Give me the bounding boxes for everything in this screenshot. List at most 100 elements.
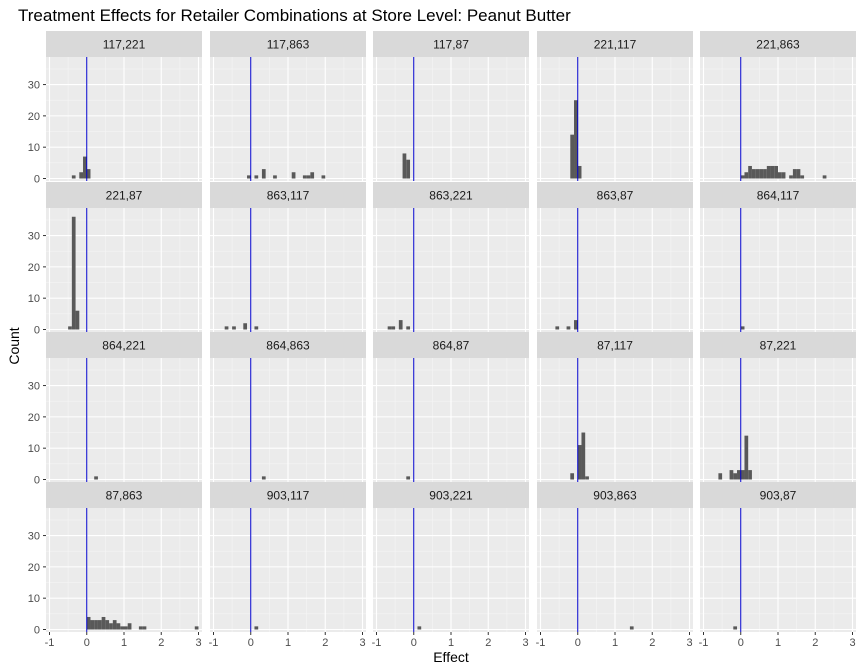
histogram-bar (406, 326, 411, 330)
facet-strip (373, 182, 529, 208)
facet-strip (210, 182, 366, 208)
facet-strip (46, 332, 202, 358)
facet-strip (210, 482, 366, 508)
histogram-bar (109, 623, 113, 630)
histogram-bar (570, 134, 575, 179)
histogram-bar (75, 310, 80, 330)
x-tick-label: 0 (411, 637, 417, 649)
histogram-bar (789, 175, 793, 179)
facet-strip (537, 332, 693, 358)
facet-panel: 864,87 (373, 332, 529, 482)
histogram-bar (71, 175, 76, 179)
facet-strip (373, 31, 529, 57)
facet-panel: 864,117 (700, 182, 856, 332)
histogram-bar (796, 169, 801, 179)
histogram-bar (792, 169, 797, 179)
histogram-bar (574, 100, 578, 179)
histogram-bar (261, 169, 266, 179)
histogram-bar (86, 616, 91, 630)
histogram-bar (718, 473, 723, 480)
histogram-bar (406, 159, 411, 179)
histogram-bar (570, 473, 575, 480)
x-tick-label: 2 (158, 637, 164, 649)
facet-strip-label: 117,221 (103, 38, 146, 52)
facet-panel: 221,117 (537, 31, 693, 181)
facet-strip (210, 332, 366, 358)
histogram-bar (120, 626, 124, 630)
y-tick-label: 0 (34, 475, 40, 487)
chart-title: Treatment Effects for Retailer Combinati… (18, 6, 571, 25)
y-tick-label: 30 (28, 381, 40, 393)
histogram-bar (101, 616, 106, 630)
facet-panel: 903,221 (373, 482, 529, 632)
histogram-bar (585, 476, 589, 480)
histogram-bar (737, 470, 741, 480)
histogram-bar (387, 326, 392, 330)
facet-strip-label: 87,221 (760, 339, 797, 353)
histogram-bar (254, 626, 259, 630)
facet-strip (46, 31, 202, 57)
histogram-bar (566, 326, 571, 330)
x-tick-label: -1 (699, 637, 709, 649)
facet-strip-label: 221,863 (756, 38, 800, 52)
histogram-bar (740, 470, 745, 480)
y-tick-label: 0 (34, 625, 40, 637)
facet-strip (700, 482, 856, 508)
histogram-bar (112, 620, 117, 630)
facet-panel: 87,117 (537, 332, 693, 482)
histogram-bar (116, 623, 121, 630)
histogram-bar (391, 326, 396, 330)
histogram-bar (254, 326, 259, 330)
x-tick-label: 0 (738, 637, 744, 649)
histogram-bar (574, 320, 578, 330)
facet-strip (537, 482, 693, 508)
histogram-bar (744, 435, 749, 480)
histogram-bar (800, 175, 805, 179)
histogram-bar (97, 620, 102, 630)
histogram-bar (822, 175, 827, 179)
y-tick-label: 10 (28, 443, 40, 455)
histogram-bar (83, 156, 87, 179)
histogram-bar (740, 175, 745, 179)
histogram-bar (127, 623, 132, 630)
y-axes: 0 10 20 30 0 10 20 30 0 10 20 30 0 10 20 30 (28, 80, 46, 637)
histogram-bar (310, 172, 315, 179)
facet-panel: 87,221 (700, 332, 856, 482)
facet-strip (210, 31, 366, 57)
x-tick-label: 3 (359, 637, 365, 649)
facet-panel: 221,863 (700, 31, 856, 181)
y-tick-label: 20 (28, 412, 40, 424)
histogram-bar (247, 175, 251, 179)
x-tick-label: 3 (195, 637, 201, 649)
facet-panel: 87,863 (46, 482, 202, 632)
facet-panel: 864,863 (210, 332, 366, 482)
histogram-bar (577, 165, 582, 179)
y-tick-label: 10 (28, 142, 40, 154)
histogram-bar (321, 175, 326, 179)
facet-panel: 863,117 (210, 182, 366, 332)
histogram-bar (581, 432, 586, 480)
histogram-bar (302, 175, 307, 179)
histogram-bar (86, 169, 91, 179)
facet-strip (700, 332, 856, 358)
facet-strip (373, 482, 529, 508)
y-tick-label: 30 (28, 231, 40, 243)
y-tick-label: 0 (34, 174, 40, 186)
histogram-bar (417, 626, 422, 630)
y-tick-label: 20 (28, 262, 40, 274)
histogram-bar (273, 175, 277, 179)
facet-panel: 221,87 (46, 182, 202, 332)
y-axis-title: Count (6, 327, 22, 364)
facet-strip-label: 87,863 (106, 489, 143, 503)
x-tick-label: 1 (612, 637, 618, 649)
histogram-bar (748, 470, 752, 480)
x-tick-label: 2 (322, 637, 328, 649)
x-tick-label: -1 (536, 637, 546, 649)
histogram-bar (402, 153, 407, 179)
facet-strip (46, 482, 202, 508)
histogram-bar (194, 626, 199, 630)
x-tick-label: 2 (485, 637, 491, 649)
x-tick-label: 0 (248, 637, 254, 649)
facet-strip (46, 182, 202, 208)
